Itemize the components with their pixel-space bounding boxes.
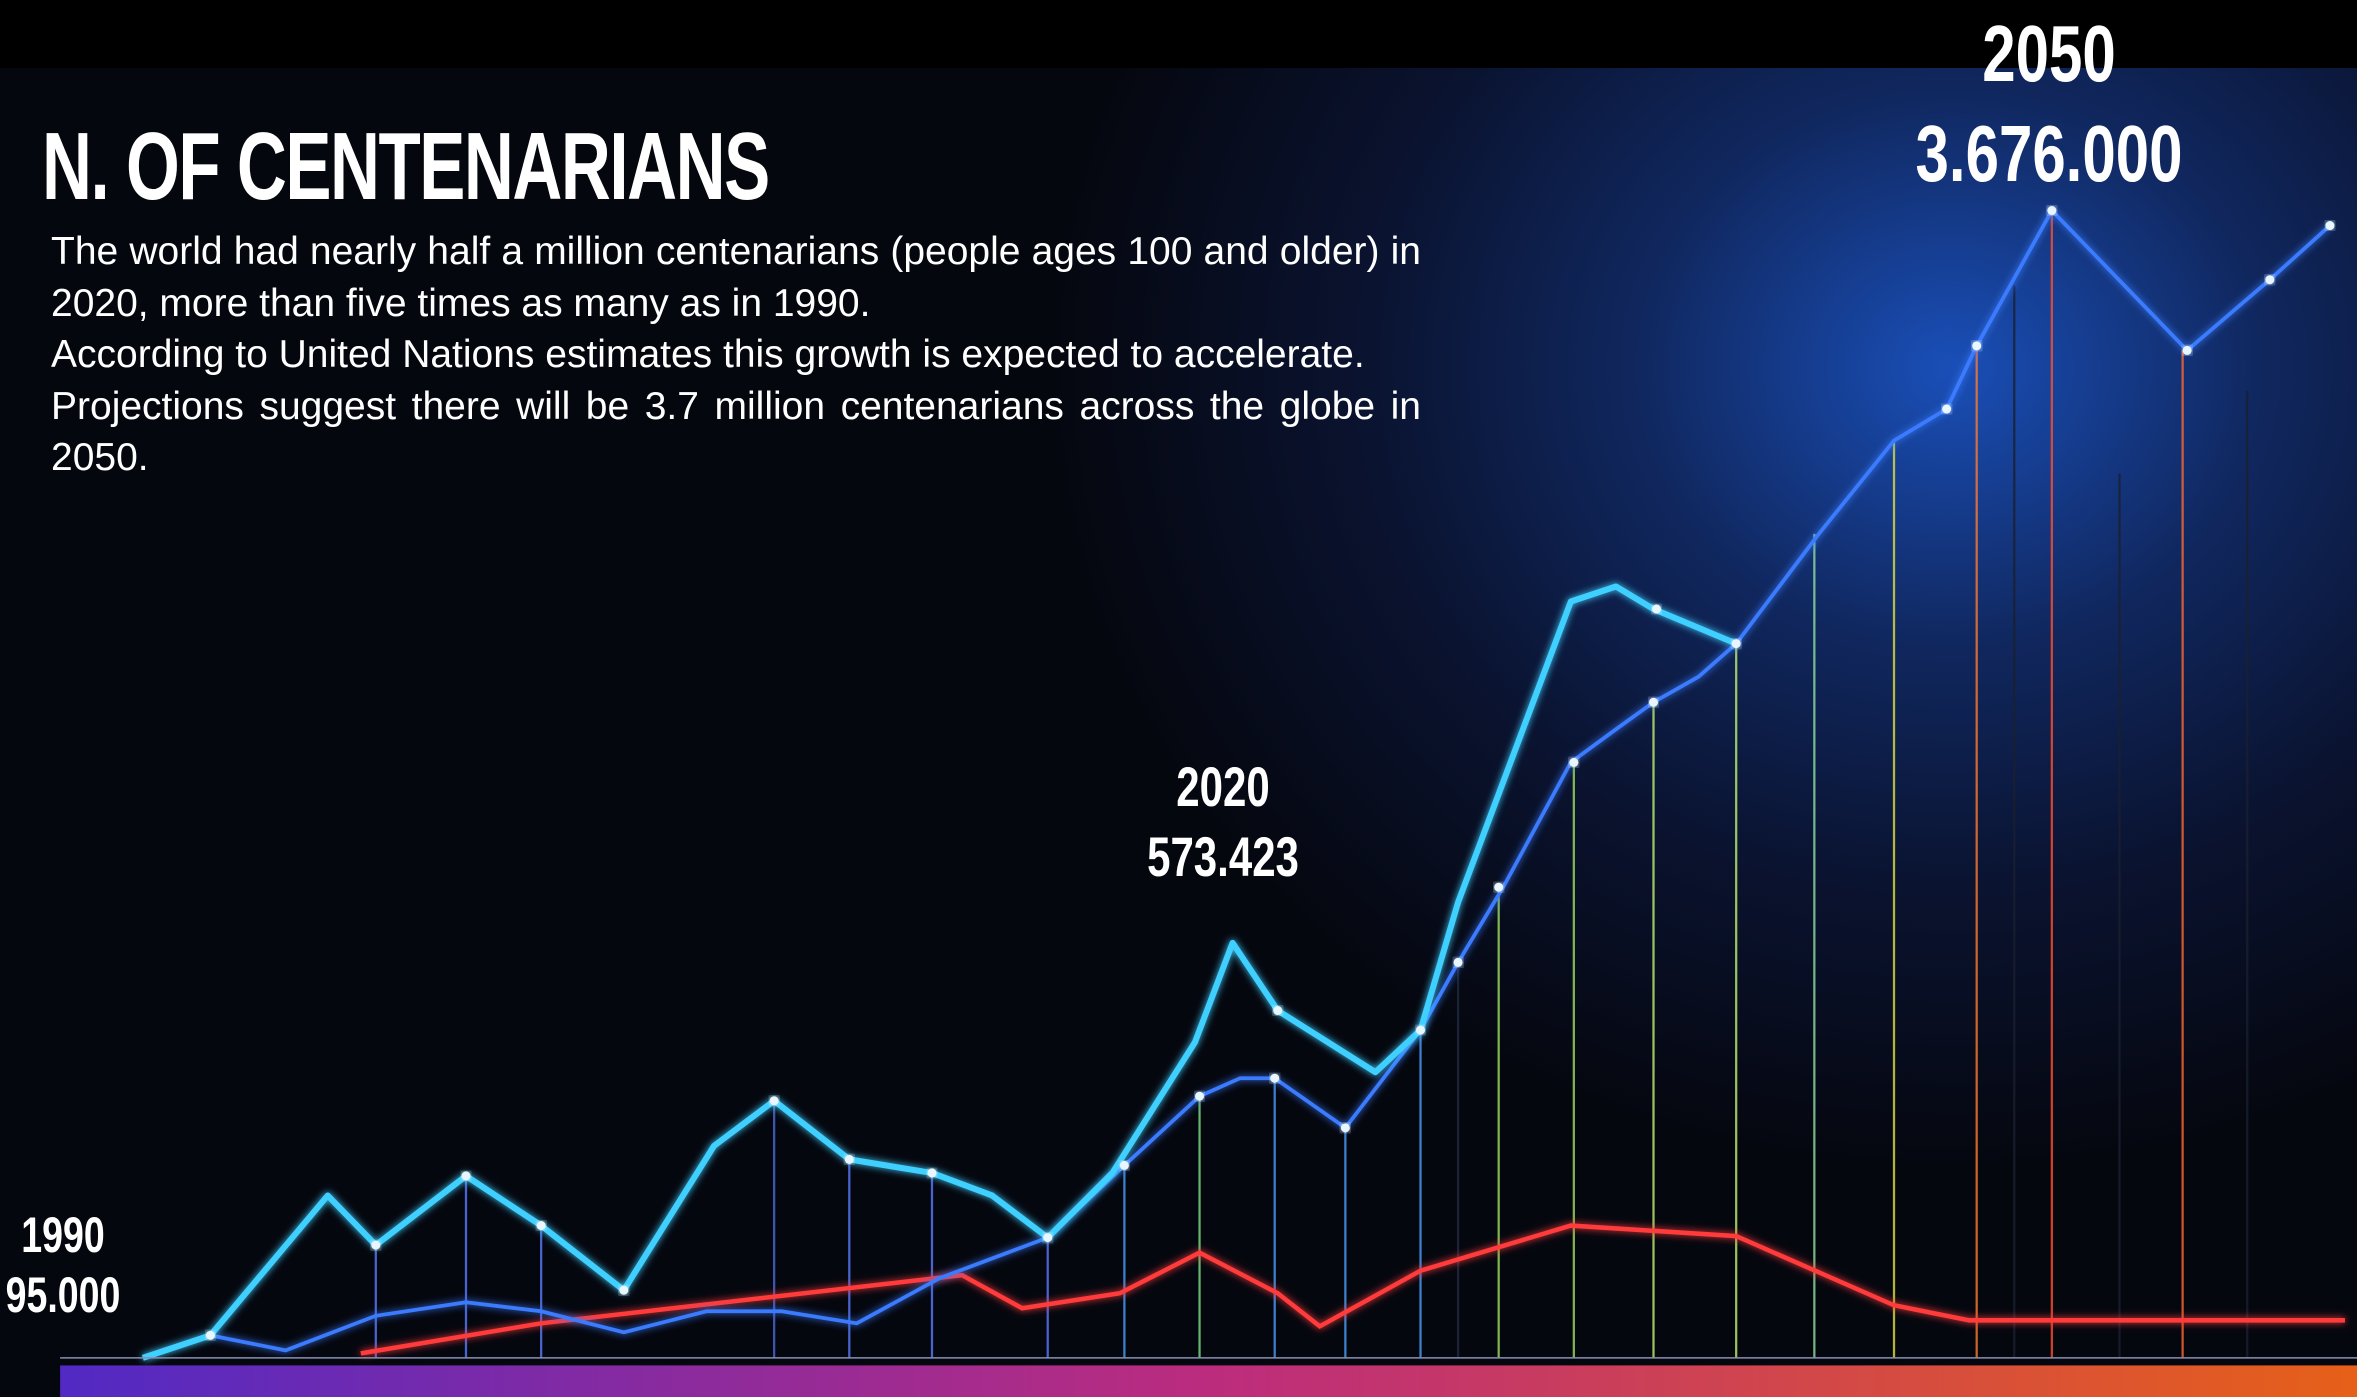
glow-dot xyxy=(371,1240,381,1250)
glow-dot xyxy=(769,1096,779,1106)
glow-dot xyxy=(1195,1091,1205,1101)
annotation-value: 573.423 xyxy=(1147,825,1299,888)
annotation-year: 1990 xyxy=(21,1207,105,1263)
glow-dot xyxy=(1731,639,1741,649)
glow-dot xyxy=(1340,1123,1350,1133)
upper-line xyxy=(141,583,1738,1361)
glow-dot xyxy=(2265,275,2275,285)
annotation: 1990 95.000 xyxy=(6,1205,121,1325)
glow-dot xyxy=(1569,757,1579,767)
glow-dot xyxy=(619,1285,629,1295)
lower-line xyxy=(210,207,2332,1353)
glow-dot xyxy=(2182,345,2192,355)
paragraph: The world had nearly half a million cent… xyxy=(51,230,1421,325)
glow-dot xyxy=(205,1330,215,1340)
glow-dot xyxy=(1652,604,1662,614)
glow-dot xyxy=(1270,1073,1280,1083)
title: N. OF CENTENARIANS xyxy=(42,113,770,220)
glow-dot xyxy=(1043,1233,1053,1243)
glow-dot xyxy=(1273,1006,1283,1016)
annotation: 2050 3.676.000 xyxy=(1916,4,2183,204)
glow-dot xyxy=(1942,404,1952,414)
base-glow xyxy=(60,1365,2357,1397)
glow-dot xyxy=(2325,221,2335,231)
annotation-value: 3.676.000 xyxy=(1915,109,2183,198)
glow-dot xyxy=(1494,882,1504,892)
annotation-year: 2020 xyxy=(1176,755,1270,818)
description: The world had nearly half a million cent… xyxy=(51,226,1421,484)
glow-dots xyxy=(205,206,2335,1340)
glow-dot xyxy=(844,1154,854,1164)
glow-dot xyxy=(1972,341,1982,351)
annotation-year: 2050 xyxy=(1982,9,2116,98)
glow-dot xyxy=(1648,697,1659,707)
glow-dot xyxy=(927,1168,937,1178)
annotation: 2020 573.423 xyxy=(1147,752,1299,892)
glow-dot xyxy=(2047,206,2057,216)
background xyxy=(0,68,2357,1397)
glow-dot xyxy=(1416,1025,1426,1035)
paragraph: Projections suggest there will be 3.7 mi… xyxy=(51,384,1421,480)
glow-dot xyxy=(536,1221,546,1231)
glow-dot xyxy=(461,1171,471,1181)
glow-dot xyxy=(1119,1160,1129,1170)
glow-dot xyxy=(1453,957,1463,967)
red-line xyxy=(360,1223,2345,1356)
paragraph: According to United Nations estimates th… xyxy=(51,333,1365,376)
vertical-lines xyxy=(374,210,2249,1358)
annotation-value: 95.000 xyxy=(5,1267,121,1323)
